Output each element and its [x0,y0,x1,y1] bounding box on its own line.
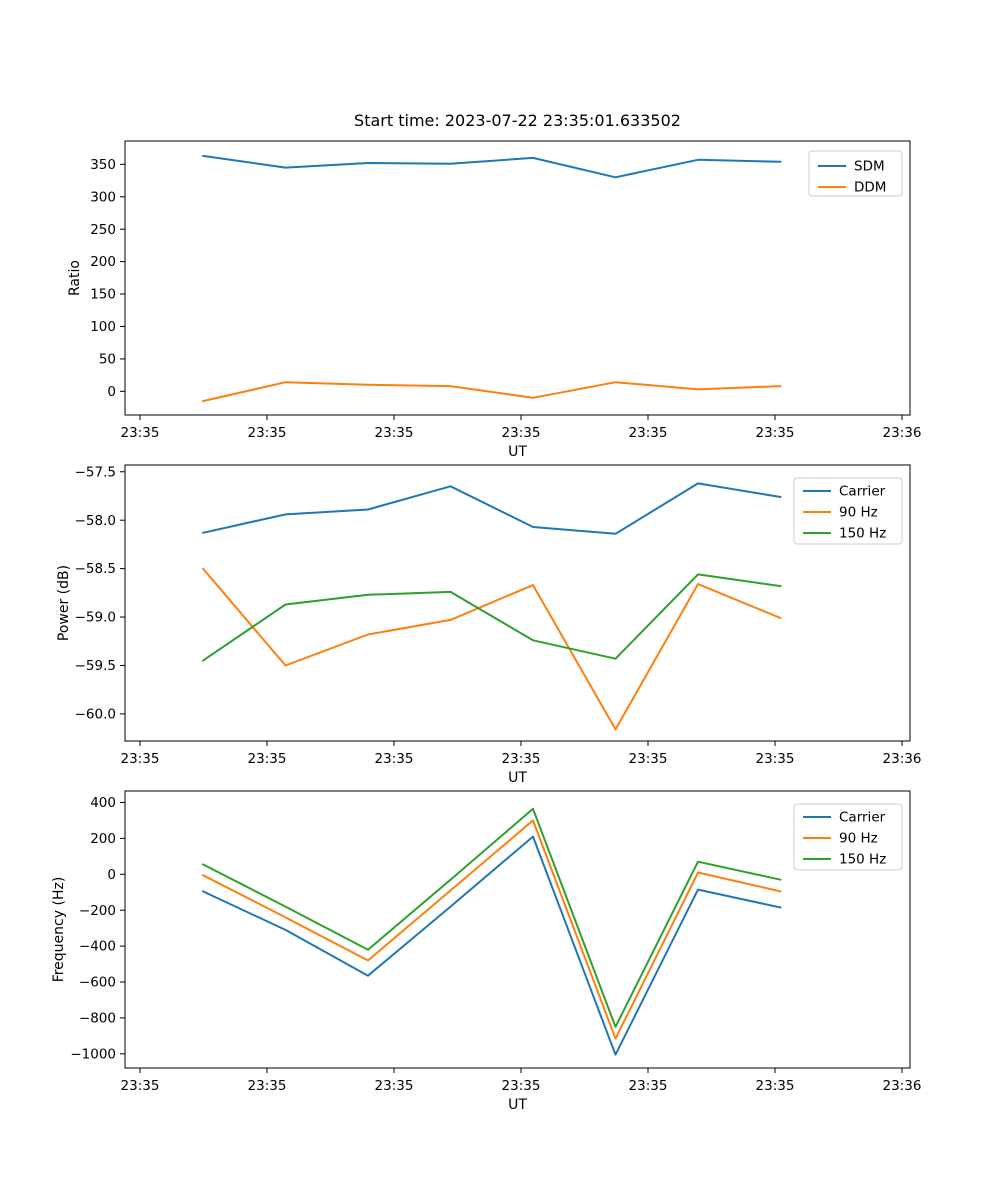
x-tick-label: 23:35 [502,751,541,767]
x-tick-label: 23:35 [502,425,541,441]
series-line-90-hz [202,819,782,1040]
legend-label: 150 Hz [839,852,886,868]
y-tick-label: 150 [90,287,116,303]
y-tick-label: 400 [90,795,116,811]
legend-label: 90 Hz [839,505,878,521]
x-tick-label: 23:35 [121,425,160,441]
series-line-150-hz [202,807,782,1028]
legend-box [793,477,903,545]
x-axis-label: UT [508,1097,527,1113]
y-tick-label: −800 [79,1011,116,1027]
y-tick-label: −60.0 [75,706,116,722]
x-tick-label: 23:36 [883,1078,922,1094]
x-axis-label: UT [508,444,527,460]
y-tick-label: −400 [79,939,116,955]
x-tick-label: 23:35 [121,751,160,767]
series-line-90-hz [202,567,782,731]
x-tick-label: 23:35 [248,425,287,441]
y-tick-label: 350 [90,157,116,173]
legend-label: 150 Hz [839,526,886,542]
x-tick-label: 23:35 [248,751,287,767]
y-axis-label: Frequency (Hz) [51,877,67,983]
legend-label: Carrier [839,484,886,500]
x-tick-label: 23:35 [756,1078,795,1094]
subplot-2: 400 200 0 −200 −400 −600 −800 −1000 23:35 23:35 23… [51,790,922,1113]
legend-label: SDM [854,159,885,175]
chart-title: Start time: 2023-07-22 23:35:01.633502 [354,111,681,130]
y-tick-label: −57.5 [75,464,116,480]
axes-box [124,140,911,416]
x-tick-label: 23:35 [248,1078,287,1094]
y-tick-label: 100 [90,319,116,335]
axes-box [124,464,911,742]
legend-box [793,803,903,871]
series-line-sdm [202,154,782,179]
y-tick-label: 250 [90,222,116,238]
y-tick-label: 300 [90,189,116,205]
x-tick-label: 23:35 [502,1078,541,1094]
y-tick-label: −600 [79,975,116,991]
series-line-carrier [202,835,782,1056]
x-axis-label: UT [508,770,527,786]
x-tick-label: 23:35 [629,1078,668,1094]
series-line-ddm [202,381,782,403]
legend-label: Carrier [839,810,886,826]
y-tick-label: −1000 [70,1046,116,1062]
y-tick-label: 0 [107,867,116,883]
y-tick-label: −59.5 [75,658,116,674]
x-tick-label: 23:35 [375,1078,414,1094]
legend-box [808,150,903,197]
y-tick-label: 50 [99,351,116,367]
y-axis-label: Ratio [67,260,83,296]
x-tick-label: 23:35 [629,751,668,767]
x-tick-label: 23:35 [121,1078,160,1094]
x-tick-label: 23:36 [883,425,922,441]
x-tick-label: 23:35 [756,425,795,441]
y-tick-label: 0 [107,384,116,400]
legend-label: 90 Hz [839,831,878,847]
subplot-1: −57.5 −58.0 −58.5 −59.0 −59.5 −60.0 23:35 23:35… [56,464,921,786]
y-tick-label: −59.0 [75,610,116,626]
x-tick-label: 23:36 [883,751,922,767]
x-tick-label: 23:35 [629,425,668,441]
y-tick-label: −200 [79,903,116,919]
y-tick-label: −58.5 [75,561,116,577]
axes-box [124,790,911,1069]
y-tick-label: 200 [90,831,116,847]
subplot-0: 0 50 100 150 200 250 300 350 23:35 23:35 23:35 23:3… [67,140,922,460]
x-tick-label: 23:35 [756,751,795,767]
series-line-150-hz [202,573,782,662]
legend-label: DDM [854,180,886,196]
y-axis-label: Power (dB) [56,565,72,641]
x-tick-label: 23:35 [375,751,414,767]
series-line-carrier [202,482,782,535]
y-tick-label: −58.0 [75,513,116,529]
x-tick-label: 23:35 [375,425,414,441]
y-tick-label: 200 [90,254,116,270]
